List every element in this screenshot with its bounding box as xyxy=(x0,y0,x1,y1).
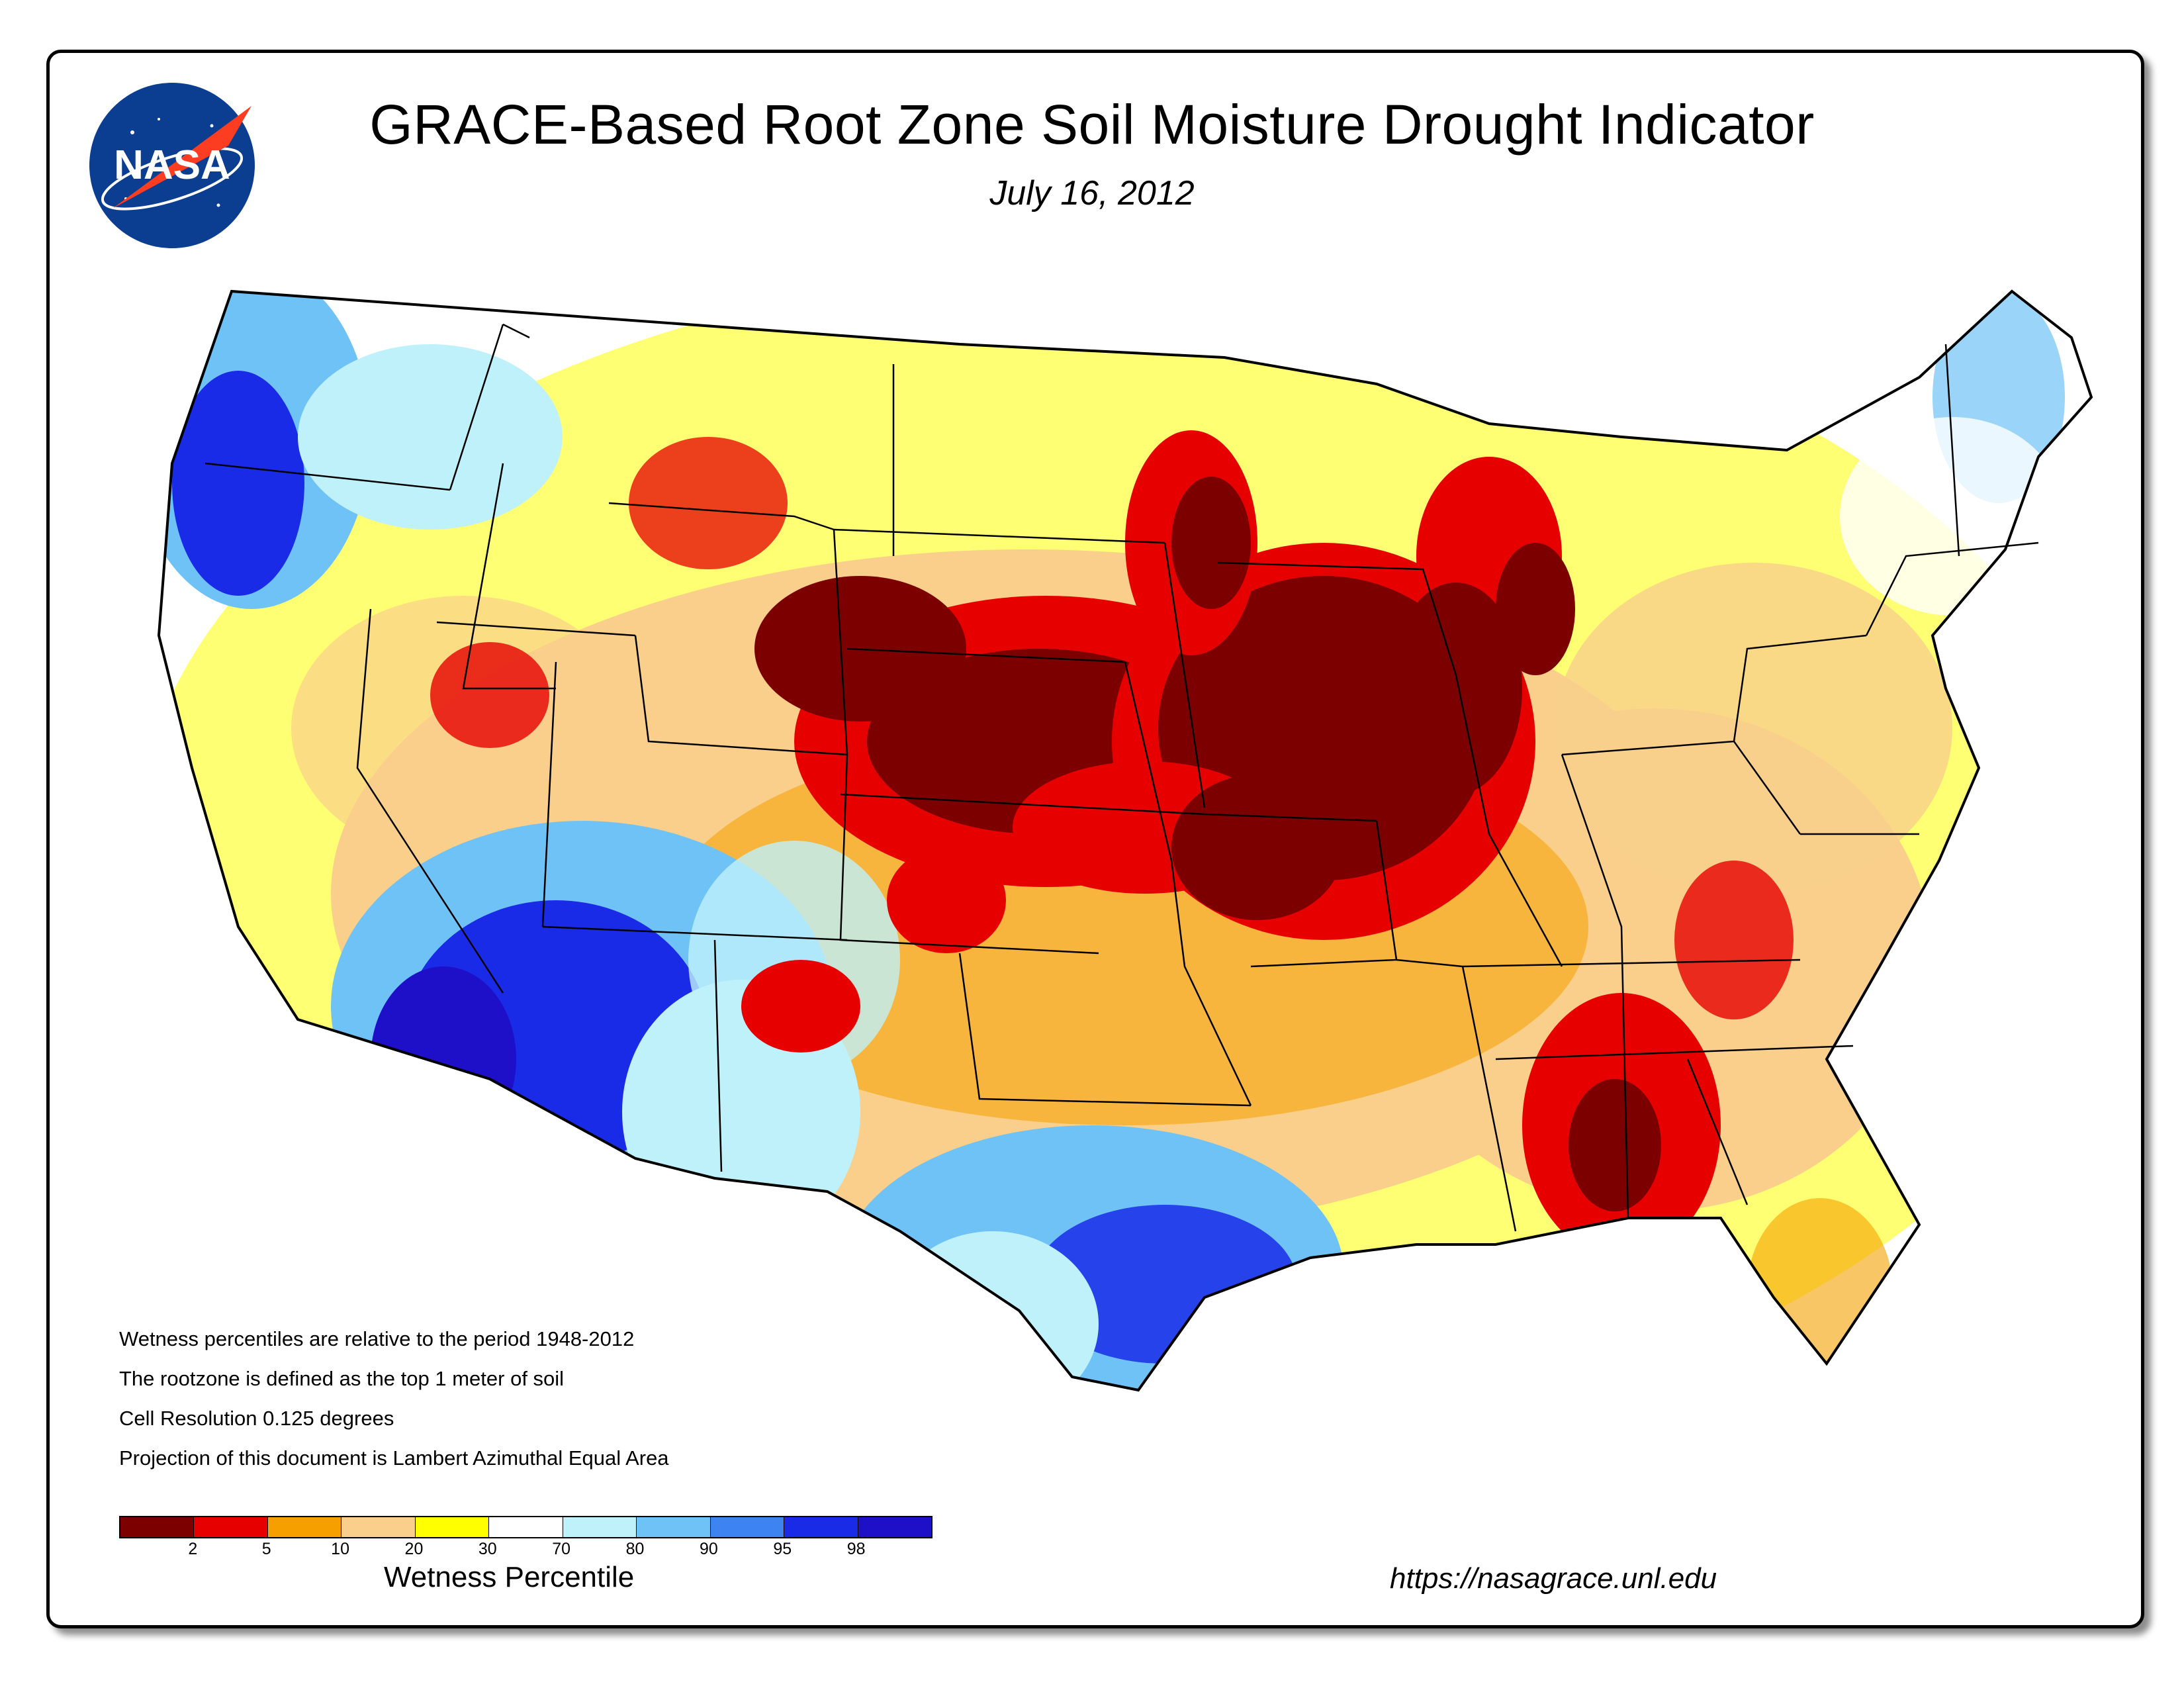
legend-tick-label: 5 xyxy=(261,1540,271,1558)
source-url: https://nasagrace.unl.edu xyxy=(1390,1562,1717,1595)
legend-colorbar xyxy=(119,1516,933,1538)
legend-tick-label: 95 xyxy=(773,1540,792,1558)
legend-tick-label: 30 xyxy=(478,1540,497,1558)
note-percentile-period: Wetness percentiles are relative to the … xyxy=(119,1327,635,1350)
nasa-logo: NASA xyxy=(89,83,255,248)
legend-tick-label: 70 xyxy=(552,1540,571,1558)
legend-swatch xyxy=(267,1517,342,1537)
state-borders xyxy=(205,323,2039,1232)
legend-tick-label: 80 xyxy=(625,1540,645,1558)
svg-text:NASA: NASA xyxy=(114,142,230,188)
legend-tick-label: 2 xyxy=(188,1540,198,1558)
legend-swatch xyxy=(415,1517,490,1537)
note-projection: Projection of this document is Lambert A… xyxy=(119,1446,669,1470)
legend-tick-label: 20 xyxy=(404,1540,424,1558)
legend-swatch xyxy=(489,1517,563,1537)
legend-swatch xyxy=(637,1517,711,1537)
legend-tick-label: 10 xyxy=(331,1540,349,1558)
legend-swatch xyxy=(710,1517,785,1537)
legend-tick-label: 98 xyxy=(846,1540,866,1558)
legend-swatch xyxy=(341,1517,416,1537)
note-cell-resolution: Cell Resolution 0.125 degrees xyxy=(119,1407,394,1430)
legend-swatch xyxy=(120,1517,195,1537)
legend-swatch xyxy=(858,1517,931,1537)
us-drought-map xyxy=(157,289,2093,1392)
legend-swatch xyxy=(194,1517,268,1537)
us-outline xyxy=(157,289,2093,1392)
legend-tick-label: 90 xyxy=(700,1540,718,1558)
legend-swatch xyxy=(784,1517,858,1537)
legend-swatch xyxy=(563,1517,637,1537)
legend-title: Wetness Percentile xyxy=(384,1561,635,1593)
note-rootzone-definition: The rootzone is defined as the top 1 met… xyxy=(119,1367,565,1390)
date-subtitle: July 16, 2012 xyxy=(989,174,1195,212)
page-title: GRACE-Based Root Zone Soil Moisture Drou… xyxy=(369,93,1815,156)
